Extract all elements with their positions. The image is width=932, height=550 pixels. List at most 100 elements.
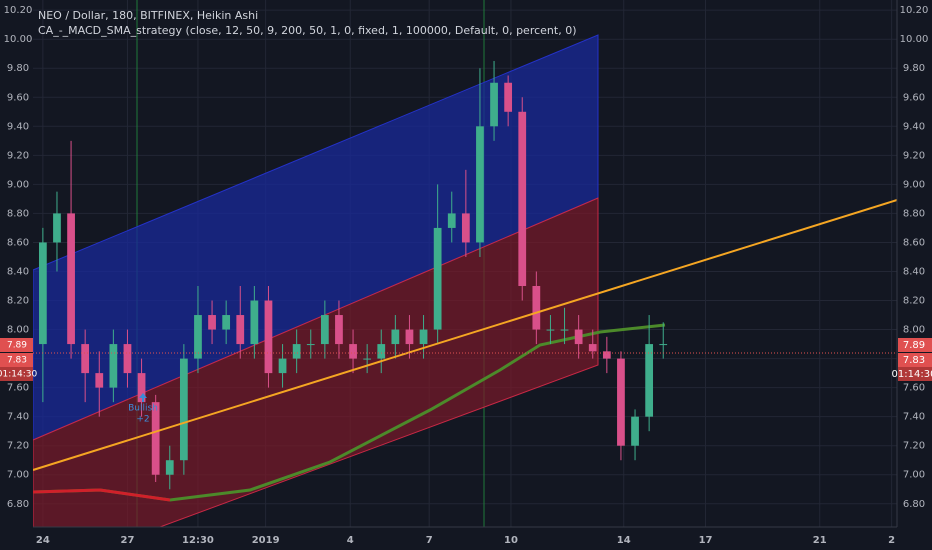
x-tick-label: 2019 (252, 535, 280, 546)
candle-body (532, 286, 541, 330)
y-tick-label: 9.40 (903, 121, 925, 132)
candles (38, 60, 668, 490)
candle-body (53, 213, 61, 243)
candle-body (81, 344, 90, 374)
indicator-label: CA_-_MACD_SMA_strategy (close, 12, 50, 9… (38, 24, 576, 37)
candle-body (391, 329, 400, 345)
y-tick-label: 9.20 (7, 150, 29, 161)
candle-body (222, 315, 231, 330)
candle-body (377, 344, 386, 359)
candle-body (617, 358, 625, 446)
y-tick-label: 9.60 (903, 92, 925, 103)
y-tick-label: 9.20 (903, 150, 925, 161)
y-tick-label: 8.00 (903, 325, 925, 336)
y-tick-label: 10.00 (4, 34, 33, 45)
price-label: 7.89 (7, 341, 27, 351)
y-tick-label: 8.20 (7, 296, 29, 307)
y-tick-label: 8.80 (7, 208, 29, 219)
price-label: 7.83 (7, 356, 27, 366)
price-box (898, 353, 932, 367)
candle-body (264, 300, 273, 374)
x-tick-label: 24 (36, 535, 50, 546)
annotation: Bullish (128, 404, 158, 414)
y-tick-label: 9.80 (903, 63, 925, 74)
y-tick-label: 8.00 (7, 325, 29, 336)
candle-body (137, 373, 146, 403)
y-tick-label: 6.80 (7, 499, 29, 510)
y-tick-label: 7.60 (903, 383, 925, 394)
x-tick-label: 10 (504, 535, 518, 546)
y-tick-label: 9.00 (7, 179, 29, 190)
candle-body (588, 344, 597, 352)
candle-body (419, 329, 428, 345)
candle-body (574, 329, 583, 345)
candle-body (208, 315, 216, 330)
candle-body (631, 416, 639, 446)
y-tick-label: 10.20 (4, 5, 33, 16)
price-box (0, 338, 33, 352)
candle-body (405, 329, 414, 345)
y-tick-label: 9.80 (7, 63, 29, 74)
price-box (0, 353, 33, 367)
candle-body (95, 373, 104, 388)
left-axis (0, 0, 33, 527)
candle-body (504, 82, 513, 112)
candle-body (306, 344, 315, 346)
trend-line (32, 199, 898, 471)
y-tick-label: 8.60 (7, 237, 29, 248)
y-tick-label: 7.20 (903, 441, 925, 452)
candle-body (546, 329, 555, 331)
y-tick-label: 8.80 (903, 208, 925, 219)
price-box (898, 338, 932, 352)
candle-body (602, 351, 611, 359)
y-tick-label: 7.20 (7, 441, 29, 452)
y-tick-label: 8.60 (903, 237, 925, 248)
x-tick-label: 14 (617, 535, 631, 546)
candle-body (179, 358, 188, 461)
candle-body (433, 227, 442, 330)
candle-body (447, 213, 456, 228)
candle-body (461, 213, 470, 243)
price-box (898, 367, 932, 381)
y-tick-label: 8.40 (903, 266, 925, 277)
candle-body (123, 344, 132, 374)
labels: 6.80 6.80 7.00 7.00 7.20 7.20 7.40 7.40 7.60 7.60… (0, 5, 932, 546)
annotation-arrow (139, 393, 147, 402)
x-tick-label: 12:30 (182, 535, 214, 546)
price-label: 01:14:30 (0, 370, 37, 380)
x-tick-label: 27 (121, 535, 135, 546)
y-tick-label: 9.40 (7, 121, 29, 132)
candle-body (335, 315, 343, 345)
y-tick-label: 7.00 (7, 470, 29, 481)
y-tick-label: 10.00 (900, 34, 929, 45)
x-tick-label: 7 (426, 535, 433, 546)
candle-body (292, 344, 301, 359)
candle-body (151, 402, 160, 475)
y-tick-label: 8.20 (903, 296, 925, 307)
candle-body (476, 126, 484, 243)
x-tick-label: 21 (813, 535, 827, 546)
candle-body (560, 329, 569, 331)
y-tick-label: 8.40 (7, 266, 29, 277)
y-tick-label: 7.00 (903, 470, 925, 481)
candle-body (518, 111, 527, 287)
moving-average-down (32, 488, 171, 502)
candle-body (194, 315, 202, 359)
candle-body (165, 460, 174, 475)
x-tick-label: 17 (699, 535, 713, 546)
candle-body (349, 344, 357, 359)
candle-body (490, 82, 498, 127)
price-box (0, 367, 33, 381)
y-tick-label: 6.80 (903, 499, 925, 510)
y-tick-label: 7.60 (7, 383, 29, 394)
y-tick-label: 7.40 (7, 412, 29, 423)
price-label: 7.89 (903, 340, 925, 351)
candle-body (645, 344, 654, 417)
price-label: 7.83 (903, 355, 925, 366)
candle-body (236, 315, 245, 345)
chart-title: NEO / Dollar, 180, BITFINEX, Heikin Ashi (38, 9, 258, 22)
x-tick-label: 4 (347, 535, 354, 546)
candle-body (67, 213, 75, 345)
x-tick-label: 2 (888, 535, 895, 546)
